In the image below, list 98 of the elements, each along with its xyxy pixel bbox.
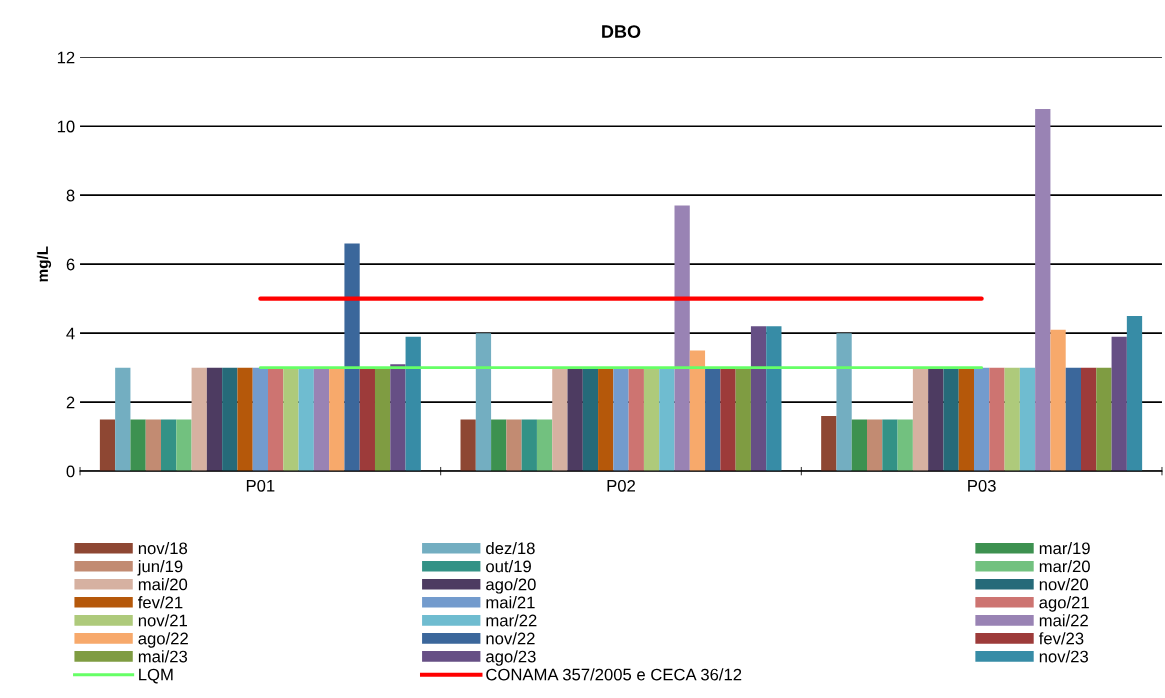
bar: [521, 419, 537, 472]
bar: [628, 367, 644, 472]
y-tick-label: 0: [66, 465, 75, 478]
bar: [1111, 336, 1127, 472]
bar: [222, 367, 238, 472]
bar: [390, 364, 406, 472]
legend-label: mar/19: [1039, 541, 1090, 555]
bar: [1035, 108, 1051, 472]
legend-label: mar/22: [486, 614, 537, 627]
legend-label: mai/22: [1039, 614, 1088, 627]
bar: [536, 419, 553, 472]
legend-label: ago/21: [1039, 596, 1089, 612]
bar: [689, 350, 706, 472]
bar: [298, 367, 314, 472]
bar: [460, 419, 476, 472]
bar: [567, 367, 583, 472]
bar: [897, 419, 913, 472]
bar: [674, 205, 690, 472]
y-tick-label: 8: [66, 189, 75, 202]
bar: [882, 419, 898, 472]
bar: [283, 367, 299, 472]
y-tick-label: 6: [66, 258, 75, 271]
x-tick-label: P03: [968, 479, 996, 492]
legend-label: nov/22: [486, 632, 535, 645]
bar: [268, 367, 284, 472]
y-tick-label: 12: [57, 51, 75, 64]
bar: [1019, 367, 1036, 472]
legend-label: nov/20: [1039, 578, 1089, 591]
bar: [958, 367, 975, 472]
legend-label: mai/20: [138, 578, 188, 591]
bar: [705, 367, 721, 472]
bar: [99, 419, 116, 472]
legend-label: ago/20: [486, 578, 536, 594]
legend-label: mar/20: [1039, 560, 1090, 573]
y-axis-title: mg/L: [36, 246, 52, 282]
x-tick-label: P02: [607, 479, 635, 492]
legend-label: nov/23: [1039, 650, 1089, 663]
legend-label: LQM: [139, 668, 173, 684]
bar: [1065, 367, 1081, 472]
bar: [867, 419, 883, 472]
bar: [206, 367, 223, 472]
bar: [1050, 329, 1066, 472]
bar: [974, 367, 990, 472]
bar: [928, 367, 944, 472]
bar: [359, 367, 375, 472]
bar: [344, 243, 360, 472]
bar: [836, 333, 852, 472]
legend-label: nov/18: [138, 541, 188, 555]
bar: [821, 415, 837, 472]
bar: [1004, 367, 1020, 472]
chart-title: DBO: [602, 25, 641, 38]
legend-label: ago/22: [138, 632, 188, 648]
legend-label: mai/23: [138, 650, 188, 663]
bar: [613, 367, 629, 472]
bar: [943, 367, 959, 472]
legend-label: fev/21: [138, 596, 183, 609]
bar: [313, 367, 330, 472]
bar: [191, 367, 207, 472]
bar: [374, 367, 391, 472]
bar: [720, 367, 736, 472]
bar: [552, 367, 568, 472]
bar: [851, 419, 868, 472]
bar: [475, 333, 492, 472]
y-tick-label: 2: [66, 396, 75, 409]
bar: [405, 336, 421, 472]
y-tick-label: 4: [66, 327, 75, 340]
bar: [329, 367, 345, 472]
bar: [598, 367, 614, 472]
bar: [659, 367, 675, 472]
legend-label: jun/19: [137, 560, 183, 576]
legend-label: fev/23: [1038, 632, 1084, 645]
bar: [176, 419, 192, 472]
bar: [1126, 315, 1143, 472]
bar: [750, 326, 767, 472]
bar: [1081, 367, 1097, 472]
bar: [161, 419, 177, 472]
legend-label: dez/18: [486, 541, 535, 555]
legend-label: nov/21: [138, 614, 187, 627]
bar: [912, 367, 929, 472]
bar: [252, 367, 268, 472]
bar: [735, 367, 751, 472]
bar: [491, 419, 507, 472]
bar: [766, 326, 782, 472]
bar: [130, 419, 146, 472]
legend-label: ago/23: [486, 650, 536, 666]
x-tick-label: P01: [246, 479, 275, 492]
bar: [145, 419, 162, 472]
bar: [989, 367, 1005, 472]
bar: [237, 367, 253, 472]
legend-label: mai/21: [486, 596, 535, 609]
bar: [1096, 367, 1112, 472]
bar: [582, 367, 599, 472]
bar: [115, 367, 131, 472]
legend-label: CONAMA 357/2005 e CECA 36/12: [486, 668, 742, 681]
legend-label: out/19: [486, 560, 531, 573]
bar: [506, 419, 522, 472]
bar: [643, 367, 660, 472]
y-tick-label: 10: [57, 120, 75, 133]
